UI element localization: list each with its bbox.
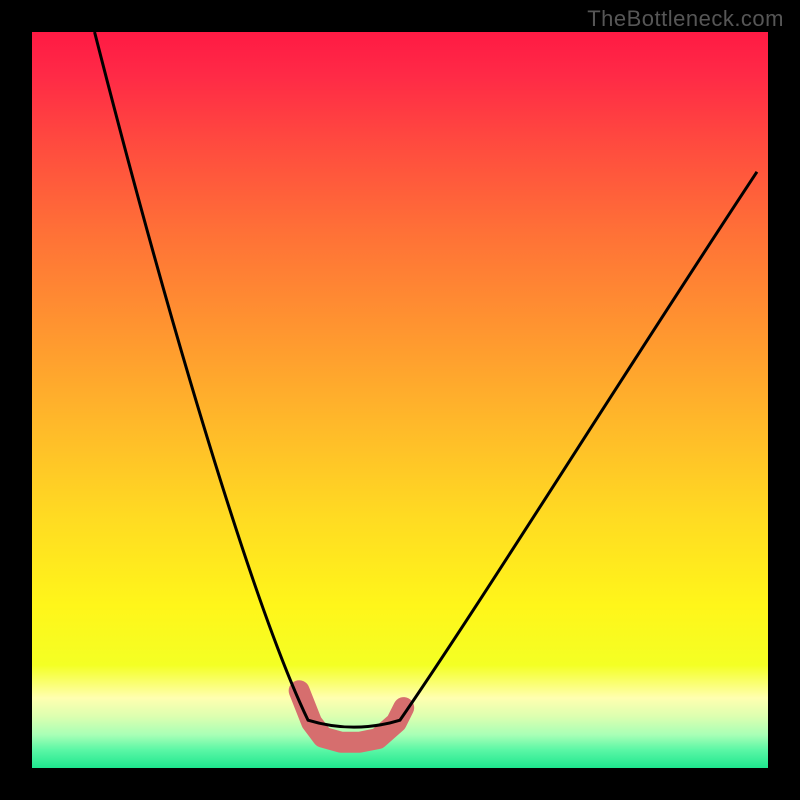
watermark-text: TheBottleneck.com bbox=[587, 6, 784, 32]
chart-frame: TheBottleneck.com bbox=[0, 0, 800, 800]
plot-svg bbox=[32, 32, 768, 768]
plot-area bbox=[32, 32, 768, 768]
gradient-background bbox=[32, 32, 768, 768]
